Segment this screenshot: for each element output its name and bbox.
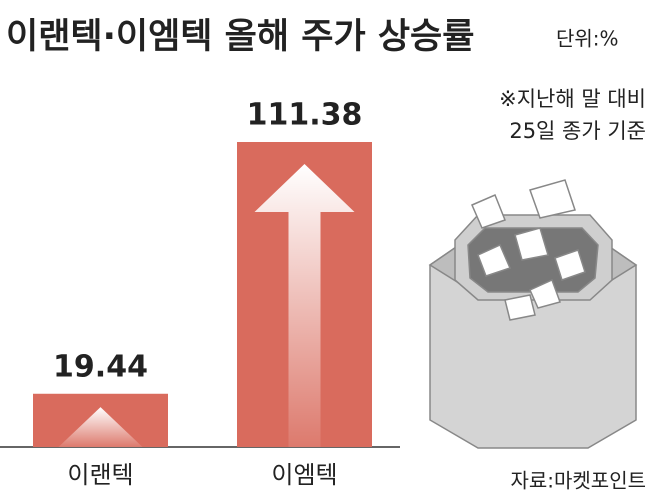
unit-label: 단위:% [556,27,619,51]
source: 자료:마켓포인트 [510,469,646,493]
chart-title: 이랜텍·이엠텍 올해 주가 상승률 [6,17,474,57]
note: 25일 종가 기준 [509,119,646,143]
value-label: 19.44 [53,349,148,384]
x-tick-label: 이랜텍 [67,461,133,489]
note: ※지난해 말 대비 [499,87,646,111]
arrow [254,164,355,447]
box-illustration [428,179,638,449]
value-label: 111.38 [247,98,363,133]
arrow [58,407,143,447]
x-tick-label: 이엠텍 [271,461,337,489]
